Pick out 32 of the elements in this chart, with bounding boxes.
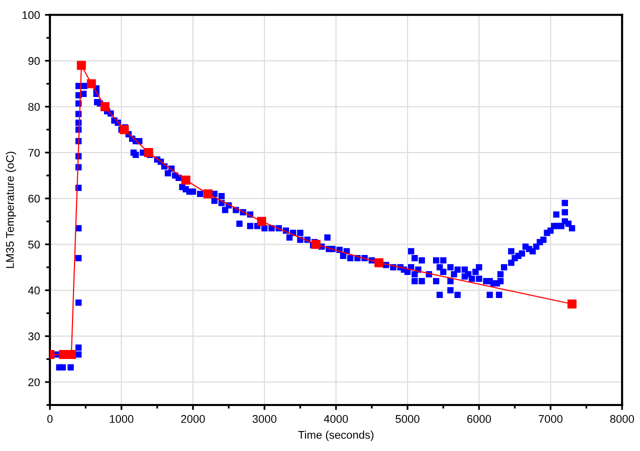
- x-tick-label: 7000: [538, 415, 562, 423]
- y-tick-label: 90: [28, 57, 40, 65]
- point: [76, 60, 86, 70]
- point: [144, 148, 154, 158]
- point: [257, 216, 266, 226]
- x-tick-label: 0: [47, 415, 53, 423]
- x-tick-label: 1000: [110, 415, 134, 423]
- x-tick-label: 8000: [610, 415, 634, 423]
- point: [120, 125, 129, 134]
- point: [374, 258, 384, 268]
- x-tick-label: 5000: [396, 415, 420, 423]
- y-axis-title: LM35 Temperature (oC): [6, 152, 16, 268]
- x-tick-label: 4000: [324, 415, 348, 423]
- x-tick-label: 6000: [467, 415, 491, 423]
- y-tick-label: 60: [28, 194, 40, 203]
- y-tick-label: 100: [22, 11, 40, 20]
- point: [86, 79, 96, 88]
- point: [568, 300, 577, 309]
- point: [203, 189, 212, 198]
- x-axis-title: Time (seconds): [298, 430, 374, 441]
- y-tick-label: 40: [28, 286, 40, 294]
- y-tick-label: 80: [28, 102, 40, 111]
- x-tick-label: 2000: [181, 415, 205, 423]
- point: [58, 350, 68, 360]
- y-tick-label: 50: [28, 240, 40, 248]
- y-tick-label: 20: [28, 378, 40, 386]
- point: [311, 240, 320, 249]
- x-tick-label: 3000: [252, 415, 276, 423]
- point: [181, 176, 190, 185]
- point: [100, 102, 110, 112]
- y-tick-label: 30: [28, 332, 40, 340]
- y-tick-label: 70: [28, 148, 40, 157]
